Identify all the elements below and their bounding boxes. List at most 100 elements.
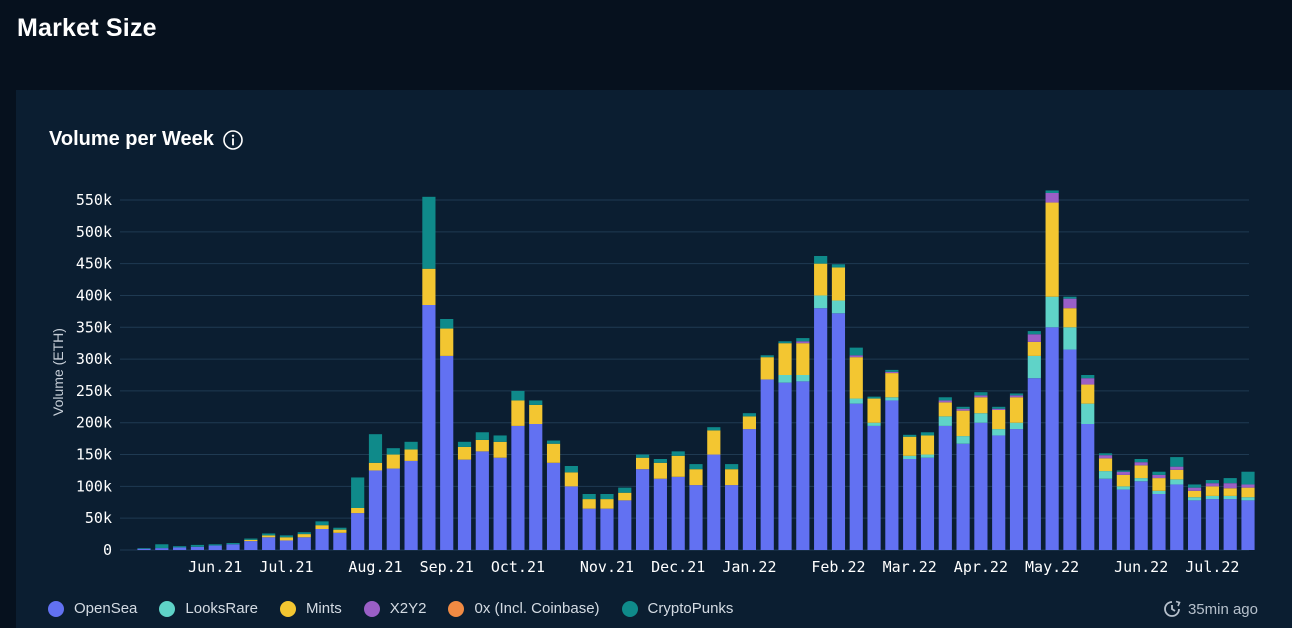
bar-segment — [422, 305, 436, 550]
bar-segment — [956, 406, 970, 409]
legend-item[interactable]: CryptoPunks — [621, 600, 733, 617]
bar-segment — [1187, 500, 1202, 550]
bar-segment — [529, 404, 543, 424]
bar-segment — [1027, 378, 1041, 550]
y-tick-label: 200k — [76, 414, 112, 432]
info-icon[interactable] — [222, 129, 244, 151]
bar-segment — [333, 532, 347, 550]
bar-segment — [1081, 403, 1095, 424]
legend-swatch — [48, 600, 64, 617]
bar-segment — [493, 441, 507, 458]
bar-segment — [778, 343, 792, 375]
bar-segment — [511, 425, 525, 550]
bar-segment — [849, 357, 863, 399]
bar-segment — [831, 313, 846, 550]
bar-segment — [618, 500, 632, 550]
bar-segment — [1187, 487, 1202, 491]
bar-segment — [1223, 499, 1237, 550]
bar-segment — [956, 443, 970, 550]
bar-segment — [137, 548, 151, 550]
bar-segment — [493, 435, 507, 442]
bar-segment — [1063, 298, 1077, 309]
bar-segment — [600, 494, 614, 500]
bar-segment — [867, 425, 881, 550]
bar-segment — [1098, 453, 1113, 456]
bar-segment — [1009, 429, 1024, 550]
bar-segment — [1152, 490, 1166, 494]
y-tick-label: 450k — [76, 255, 112, 273]
bar-segment — [297, 537, 311, 550]
bar-segment — [707, 427, 721, 431]
x-tick-label: Aug.21 — [348, 558, 402, 576]
bar-segment — [778, 341, 792, 344]
bar-segment — [1170, 466, 1184, 470]
bar-segment — [1241, 471, 1255, 485]
bar-segment — [1241, 484, 1255, 488]
bar-segment — [1009, 395, 1024, 398]
bar-segment — [137, 548, 151, 549]
bar-segment — [1116, 489, 1130, 550]
legend-item[interactable]: LooksRare — [159, 600, 258, 617]
x-tick-label: Nov.21 — [580, 558, 634, 576]
bar-segment — [831, 264, 846, 268]
bar-segment — [368, 462, 383, 471]
legend-item[interactable]: X2Y2 — [363, 600, 426, 617]
bar-segment — [297, 534, 311, 538]
bar-segment — [1223, 488, 1237, 496]
bar-segment — [635, 469, 650, 550]
section-title: Market Size — [17, 14, 157, 42]
bar-segment — [1170, 479, 1184, 485]
bar-segment — [956, 436, 970, 444]
bar-segment — [297, 532, 311, 535]
bar-segment — [653, 459, 667, 463]
bar-segment — [529, 400, 543, 405]
bar-segment — [903, 455, 917, 459]
bar-segment — [992, 410, 1006, 430]
legend-item[interactable]: Mints — [279, 600, 342, 617]
bar-segment — [635, 457, 650, 470]
bar-segment — [226, 544, 240, 550]
bar-segment — [457, 446, 472, 460]
bar-segment — [1009, 397, 1024, 423]
legend-item[interactable]: 0x (Incl. Coinbase) — [448, 600, 600, 617]
bar-segment — [1241, 500, 1255, 550]
x-tick-label: Mar.22 — [883, 558, 937, 576]
y-tick-label: 150k — [76, 446, 112, 464]
bar-segment — [1027, 334, 1041, 342]
bar-segment — [920, 457, 935, 550]
bar-segment — [938, 397, 952, 401]
bar-segment — [1063, 296, 1077, 299]
bar-segment — [831, 300, 846, 314]
bar-segment — [1205, 480, 1219, 484]
bar-segment — [173, 547, 187, 550]
legend-label: OpenSea — [74, 600, 138, 617]
bar-segment — [849, 355, 863, 358]
bar-segment — [796, 338, 810, 342]
bar-segment — [582, 499, 596, 509]
bar-segment — [974, 392, 988, 396]
legend-item[interactable]: OpenSea — [48, 600, 137, 617]
bar-segment — [351, 477, 365, 508]
bar-segment — [974, 395, 988, 398]
bar-segment — [1081, 375, 1095, 379]
bar-segment — [689, 469, 703, 486]
bar-segment — [368, 434, 383, 463]
bar-segment — [867, 398, 881, 423]
bar-segment — [1205, 483, 1219, 487]
bar-segment — [778, 382, 792, 550]
bar-segment — [796, 343, 810, 375]
bar-segment — [867, 422, 881, 426]
bar-segment — [475, 439, 489, 452]
bar-segment — [208, 545, 222, 550]
bar-segment — [1098, 455, 1113, 459]
bar-segment — [796, 375, 810, 382]
bar-segment — [244, 538, 258, 540]
y-tick-label: 250k — [76, 382, 112, 400]
bar-segment — [725, 464, 739, 470]
bar-segment — [1081, 378, 1095, 385]
bar-segment — [564, 486, 578, 550]
bar-segment — [974, 397, 988, 414]
bar-segment — [992, 408, 1006, 410]
x-tick-label: Jun.22 — [1114, 558, 1168, 576]
bar-segment — [155, 548, 169, 550]
